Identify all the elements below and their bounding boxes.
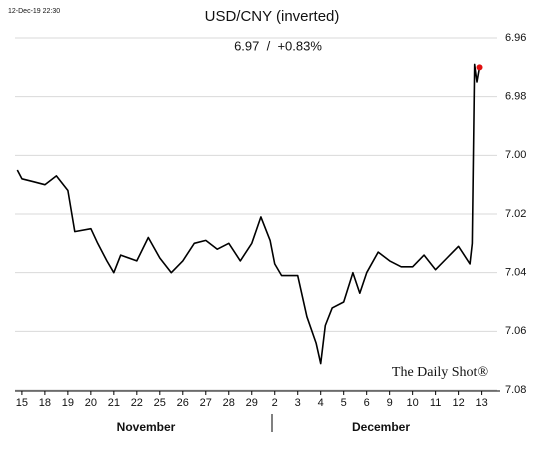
x-tick-label: 6 bbox=[364, 397, 370, 409]
x-tick-label: 26 bbox=[177, 397, 189, 409]
x-tick-label: 21 bbox=[108, 397, 120, 409]
x-tick-label: 20 bbox=[85, 397, 97, 409]
y-tick-label: 6.98 bbox=[505, 91, 526, 103]
y-tick-label: 7.02 bbox=[505, 208, 526, 220]
y-tick-label: 7.06 bbox=[505, 325, 526, 337]
timestamp: 12-Dec-19 22:30 bbox=[8, 8, 60, 15]
x-tick-label: 28 bbox=[223, 397, 235, 409]
x-tick-label: 4 bbox=[318, 397, 324, 409]
watermark: The Daily Shot® bbox=[392, 365, 489, 380]
y-tick-label: 7.04 bbox=[505, 267, 526, 279]
x-tick-label: 10 bbox=[407, 397, 419, 409]
x-tick-label: 29 bbox=[246, 397, 258, 409]
x-tick-label: 27 bbox=[200, 397, 212, 409]
x-tick-label: 22 bbox=[131, 397, 143, 409]
x-tick-label: 9 bbox=[387, 397, 393, 409]
chart-subtitle: 6.97 / +0.83% bbox=[234, 38, 322, 53]
month-label: December bbox=[352, 420, 410, 434]
x-tick-label: 19 bbox=[62, 397, 74, 409]
x-tick-label: 2 bbox=[272, 397, 278, 409]
chart-title: USD/CNY (inverted) bbox=[205, 8, 340, 25]
month-label: November bbox=[117, 420, 176, 434]
x-tick-label: 15 bbox=[16, 397, 28, 409]
x-tick-label: 25 bbox=[154, 397, 166, 409]
data-line bbox=[16, 63, 481, 365]
x-tick-label: 5 bbox=[341, 397, 347, 409]
x-tick-label: 18 bbox=[39, 397, 51, 409]
last-point bbox=[476, 64, 483, 71]
y-tick-label: 6.96 bbox=[505, 32, 526, 44]
y-tick-label: 7.08 bbox=[505, 384, 526, 396]
x-tick-label: 3 bbox=[295, 397, 301, 409]
x-tick-label: 13 bbox=[475, 397, 487, 409]
x-tick-label: 12 bbox=[453, 397, 465, 409]
x-tick-label: 11 bbox=[430, 397, 441, 409]
y-tick-label: 7.00 bbox=[505, 149, 526, 161]
